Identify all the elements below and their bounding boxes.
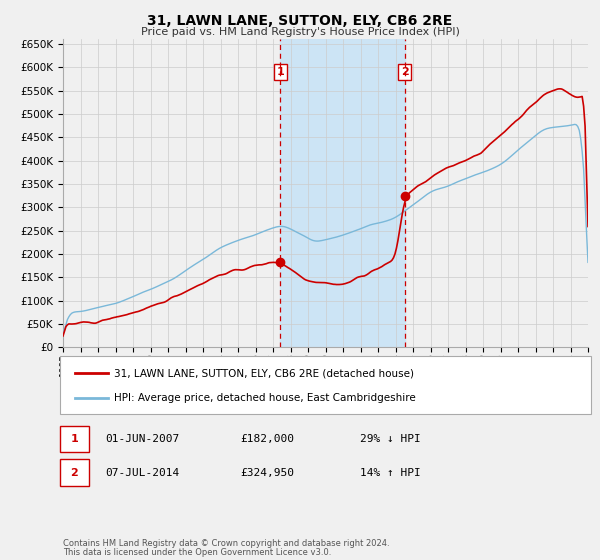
Text: 2: 2: [401, 67, 409, 77]
Text: 1: 1: [277, 67, 284, 77]
Text: 31, LAWN LANE, SUTTON, ELY, CB6 2RE (detached house): 31, LAWN LANE, SUTTON, ELY, CB6 2RE (det…: [114, 368, 414, 379]
Text: 29% ↓ HPI: 29% ↓ HPI: [360, 434, 421, 444]
Text: 2: 2: [71, 468, 78, 478]
Text: £324,950: £324,950: [240, 468, 294, 478]
Text: Price paid vs. HM Land Registry's House Price Index (HPI): Price paid vs. HM Land Registry's House …: [140, 27, 460, 37]
Text: Contains HM Land Registry data © Crown copyright and database right 2024.: Contains HM Land Registry data © Crown c…: [63, 539, 389, 548]
Text: 31, LAWN LANE, SUTTON, ELY, CB6 2RE: 31, LAWN LANE, SUTTON, ELY, CB6 2RE: [148, 14, 452, 28]
Text: 01-JUN-2007: 01-JUN-2007: [105, 434, 179, 444]
Text: 1: 1: [71, 434, 78, 444]
Text: HPI: Average price, detached house, East Cambridgeshire: HPI: Average price, detached house, East…: [114, 393, 416, 403]
Text: This data is licensed under the Open Government Licence v3.0.: This data is licensed under the Open Gov…: [63, 548, 331, 557]
Text: 07-JUL-2014: 07-JUL-2014: [105, 468, 179, 478]
Bar: [280, 39, 404, 347]
Text: £182,000: £182,000: [240, 434, 294, 444]
Text: 14% ↑ HPI: 14% ↑ HPI: [360, 468, 421, 478]
